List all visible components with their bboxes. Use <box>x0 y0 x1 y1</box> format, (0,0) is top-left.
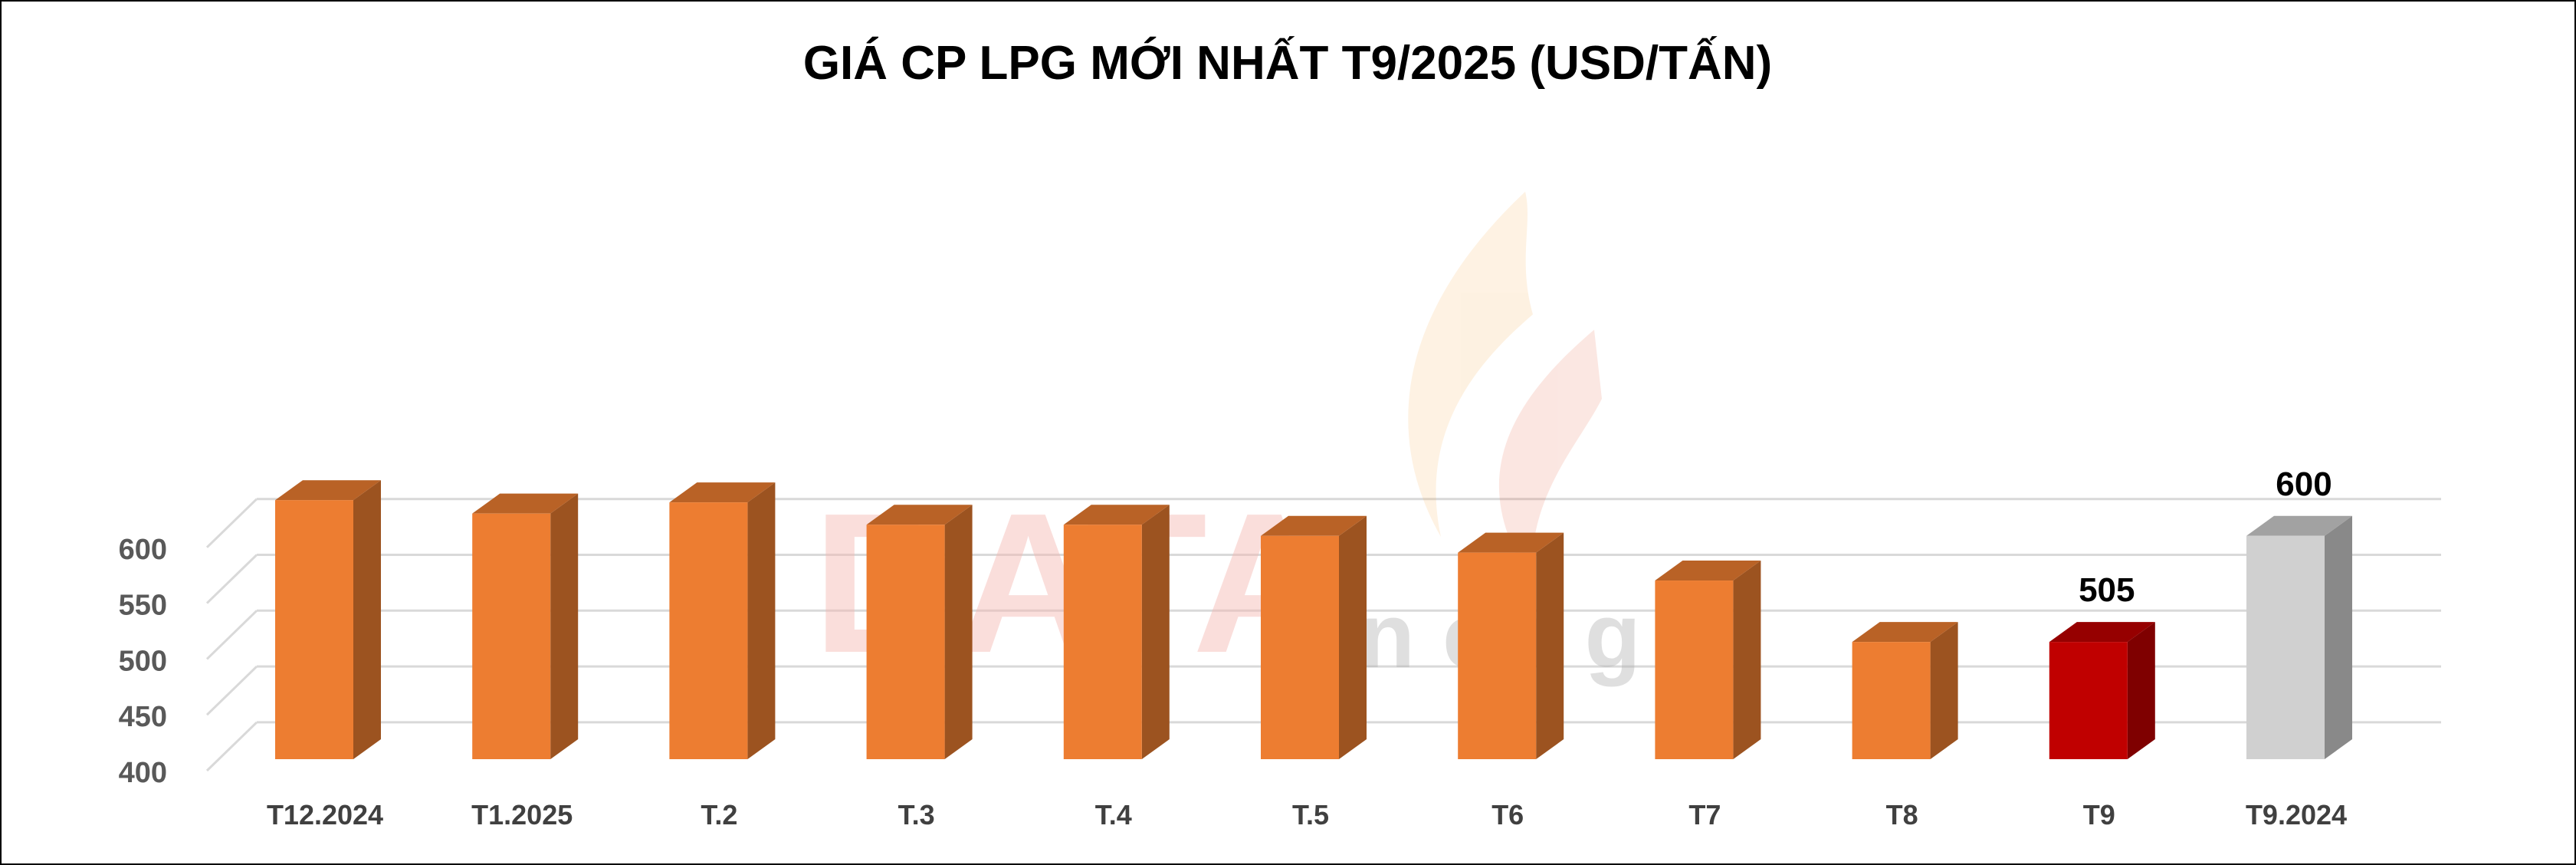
bar-side <box>353 480 381 759</box>
bar-7 <box>1458 532 1564 759</box>
bar-front <box>669 502 748 759</box>
x-tick-label: T1.2025 <box>471 799 573 830</box>
gridline-depth <box>205 666 258 716</box>
x-tick-label: T.2 <box>701 799 737 830</box>
bar-top <box>472 493 579 514</box>
y-tick-label: 400 <box>119 757 167 789</box>
x-tick-label: T.4 <box>1095 799 1132 830</box>
x-tick-label: T7 <box>1688 799 1721 830</box>
bar-top <box>1063 505 1170 525</box>
y-tick-label: 500 <box>119 645 167 677</box>
bar-top <box>1655 561 1761 581</box>
bar-side <box>1141 505 1170 759</box>
bar-9 <box>1852 622 1958 759</box>
data-label: 600 <box>2276 465 2332 503</box>
bar-side <box>2325 515 2352 759</box>
bar-front <box>472 513 551 759</box>
gridline-depth <box>205 554 258 604</box>
bar-side <box>1930 622 1958 759</box>
bar-top <box>1261 515 1367 536</box>
chart-title: GIÁ CP LPG MỚI NHẤT T9/2025 (USD/TẤN) <box>803 37 1772 90</box>
bar-side <box>747 482 776 759</box>
category-axis: T12.2024 T1.2025 T.2 T.3 T.4 T.5 T6 T7 T8 T9 505 T9… <box>267 465 2347 830</box>
bar-top <box>1458 532 1564 553</box>
flame-logo-icon <box>1408 192 1602 583</box>
data-label: 505 <box>2079 571 2135 609</box>
bar-top <box>866 505 973 525</box>
bar-front <box>275 500 353 759</box>
bar-6 <box>1261 515 1367 759</box>
bar-front <box>1458 552 1537 759</box>
bar-front <box>1852 642 1931 759</box>
y-tick-label: 550 <box>119 590 167 622</box>
x-tick-label: T.3 <box>898 799 935 830</box>
bar-2 <box>472 493 579 759</box>
x-tick-label: T6 <box>1491 799 1524 830</box>
bar-11 <box>2246 515 2352 759</box>
bar-top <box>669 482 776 503</box>
bars-layer <box>275 480 2352 759</box>
bar-front <box>2049 642 2128 759</box>
bar-side <box>1339 515 1367 759</box>
x-tick-label: T8 <box>1886 799 1918 830</box>
gridline-depth <box>205 498 258 548</box>
bar-side <box>1733 561 1761 759</box>
gridline-depth <box>205 721 258 772</box>
bar-top <box>2049 622 2155 643</box>
bar-front <box>1655 581 1734 759</box>
y-tick-label: 450 <box>119 701 167 733</box>
bar-front <box>2246 535 2325 759</box>
y-tick-label: 600 <box>119 534 167 566</box>
bar-side <box>550 493 579 759</box>
bar-10 <box>2049 622 2155 759</box>
x-tick-label: T9.2024 <box>2246 799 2347 830</box>
bar-5 <box>1063 505 1170 759</box>
bar-1 <box>275 480 381 759</box>
gridline-depth <box>205 610 258 660</box>
bar-side <box>944 505 973 759</box>
bar-top <box>275 480 381 501</box>
bar-top <box>1852 622 1958 643</box>
bar-front <box>866 525 945 759</box>
bar-front <box>1063 525 1142 759</box>
bar-side <box>2127 622 2155 759</box>
y-axis: 400 450 500 550 600 <box>119 534 167 789</box>
x-tick-label: T12.2024 <box>267 799 383 830</box>
x-tick-label: T9 <box>2083 799 2115 830</box>
x-tick-label: T.5 <box>1292 799 1329 830</box>
bar-3 <box>669 482 776 759</box>
bar-4 <box>866 505 973 759</box>
bar-8 <box>1655 561 1761 759</box>
bar-side <box>1536 532 1564 759</box>
bar-front <box>1261 535 1339 759</box>
bar-top <box>2246 515 2352 536</box>
